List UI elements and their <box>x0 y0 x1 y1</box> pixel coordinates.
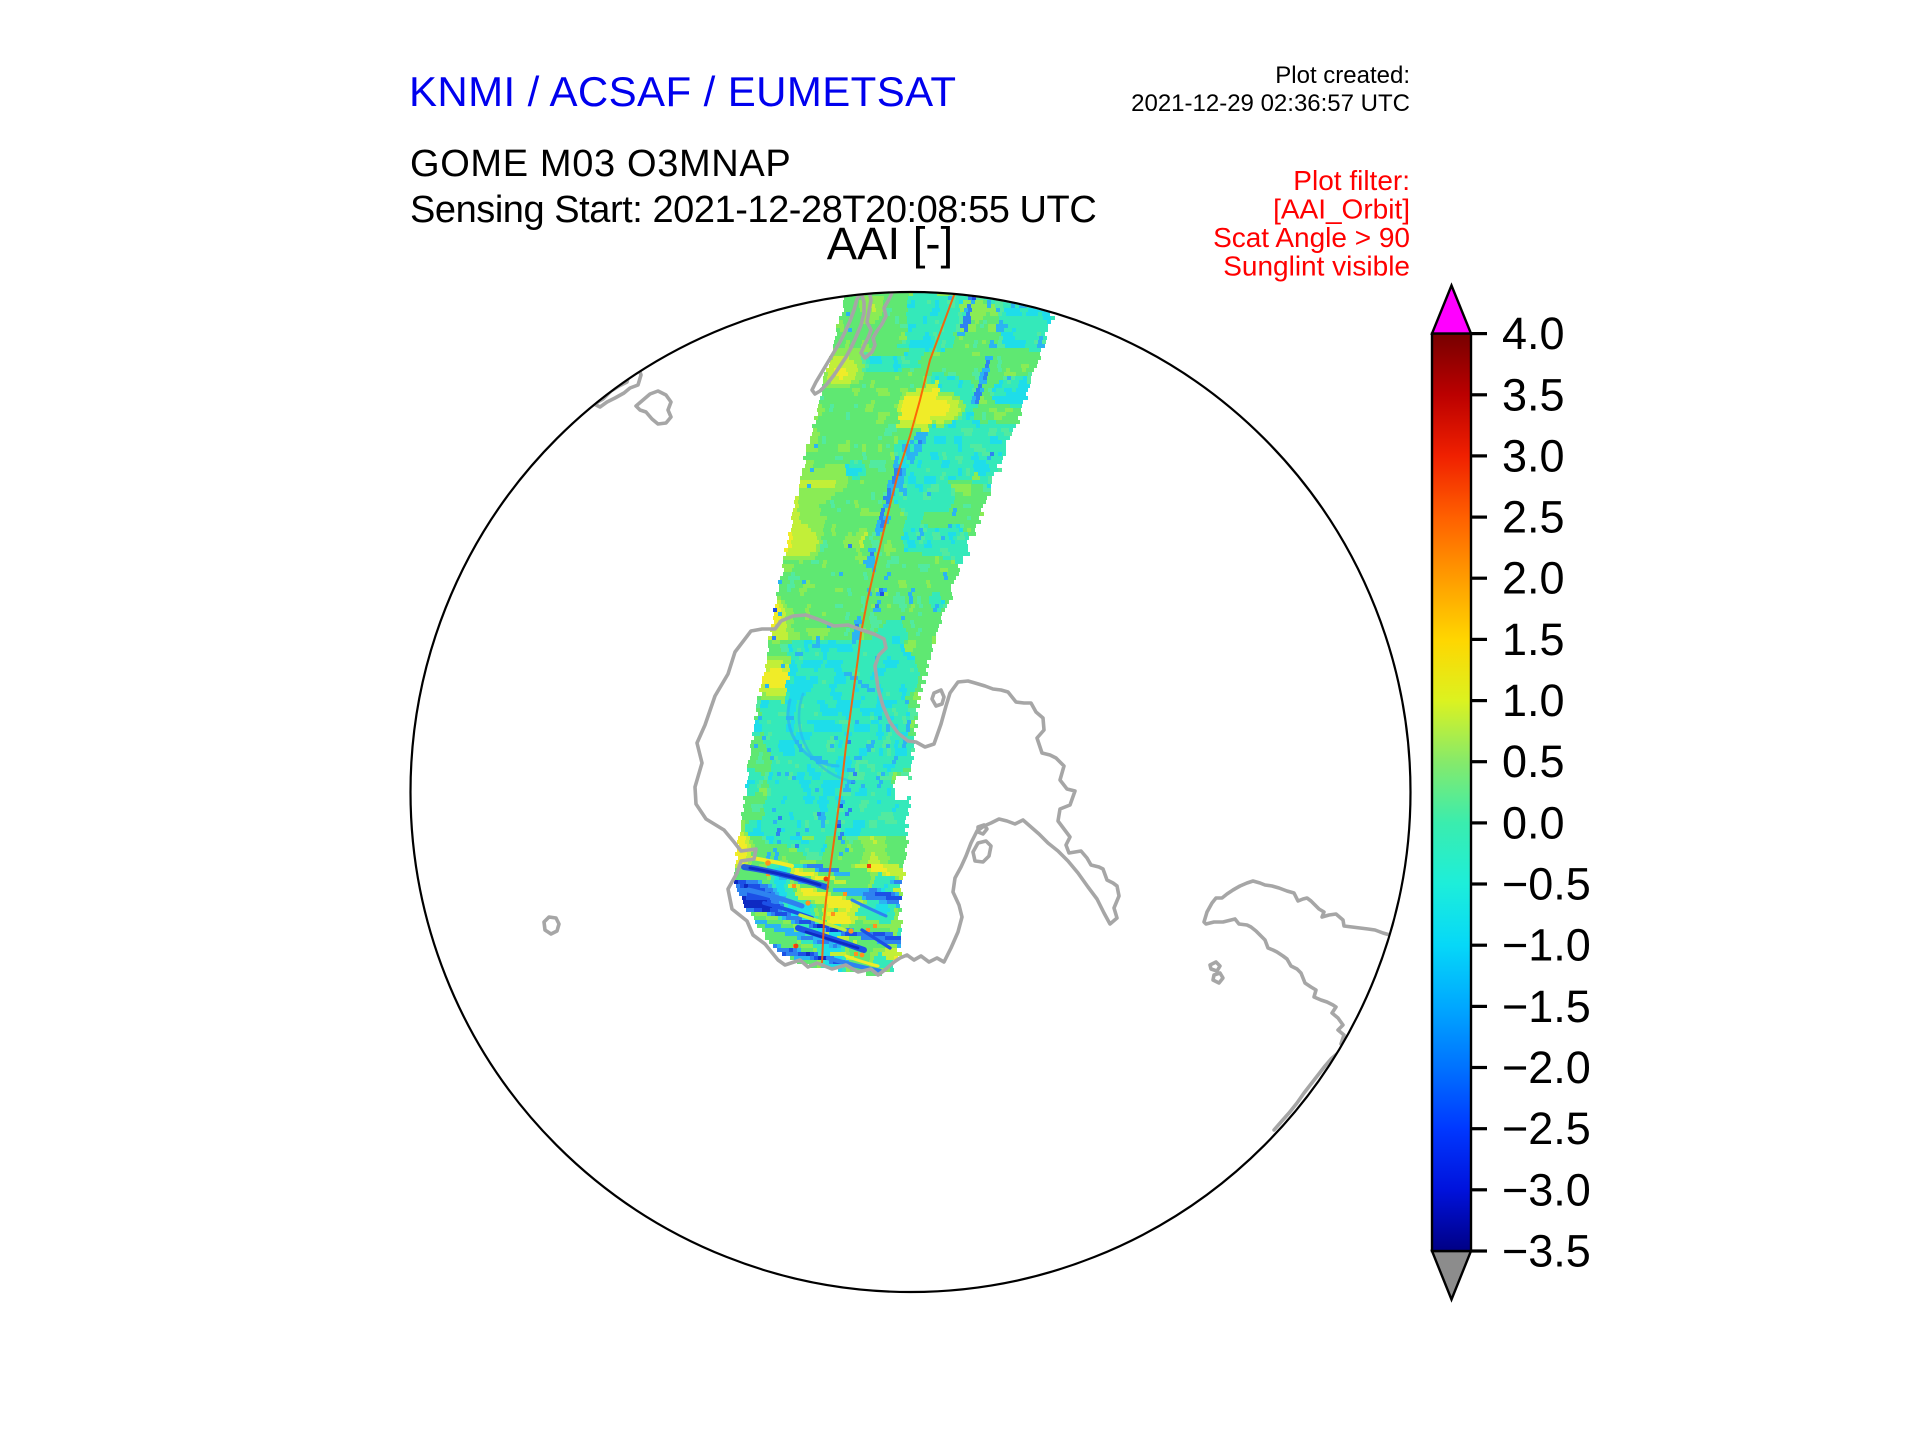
svg-text:3.5: 3.5 <box>1502 369 1565 420</box>
svg-text:Sunglint visible: Sunglint visible <box>1223 251 1410 282</box>
svg-text:−1.5: −1.5 <box>1502 981 1591 1032</box>
svg-text:2.0: 2.0 <box>1502 553 1565 604</box>
svg-text:[AAI_Orbit]: [AAI_Orbit] <box>1273 194 1410 225</box>
svg-text:GOME M03 O3MNAP: GOME M03 O3MNAP <box>410 143 791 185</box>
svg-text:−2.0: −2.0 <box>1502 1042 1591 1093</box>
svg-text:KNMI / ACSAF / EUMETSAT: KNMI / ACSAF / EUMETSAT <box>409 68 957 115</box>
svg-text:AAI [-]: AAI [-] <box>827 218 953 269</box>
svg-text:2.5: 2.5 <box>1502 492 1565 543</box>
svg-text:−1.0: −1.0 <box>1502 920 1591 971</box>
svg-text:0.0: 0.0 <box>1502 797 1565 848</box>
svg-text:1.5: 1.5 <box>1502 614 1565 665</box>
svg-text:−3.5: −3.5 <box>1502 1226 1591 1277</box>
svg-text:Scat Angle > 90: Scat Angle > 90 <box>1213 222 1410 253</box>
svg-text:Sensing Start: 2021-12-28T20:0: Sensing Start: 2021-12-28T20:08:55 UTC <box>410 189 1096 231</box>
svg-text:−0.5: −0.5 <box>1502 859 1591 910</box>
svg-text:−2.5: −2.5 <box>1502 1103 1591 1154</box>
svg-text:−3.0: −3.0 <box>1502 1164 1591 1215</box>
svg-text:1.0: 1.0 <box>1502 675 1565 726</box>
svg-text:Plot created:: Plot created: <box>1275 62 1410 89</box>
svg-text:4.0: 4.0 <box>1502 308 1565 359</box>
svg-text:3.0: 3.0 <box>1502 430 1565 481</box>
svg-text:Plot filter:: Plot filter: <box>1293 165 1410 196</box>
svg-text:2021-12-29 02:36:57 UTC: 2021-12-29 02:36:57 UTC <box>1131 90 1410 117</box>
svg-text:0.5: 0.5 <box>1502 736 1565 787</box>
